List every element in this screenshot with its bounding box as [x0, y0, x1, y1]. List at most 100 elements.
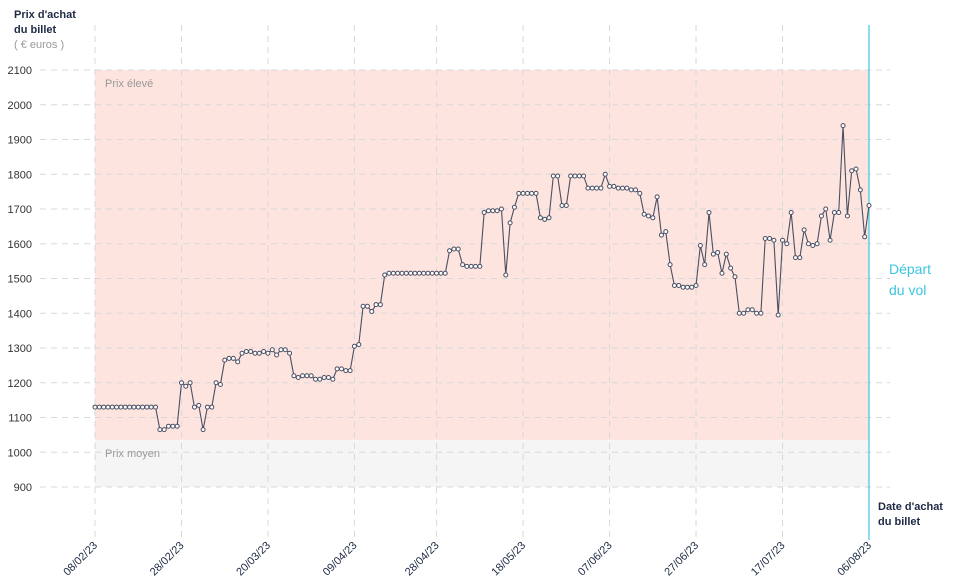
price-point: [300, 373, 306, 379]
price-point: [529, 190, 535, 196]
price-point: [174, 423, 180, 429]
y-tick-label: 1200: [8, 378, 32, 390]
price-point: [135, 404, 141, 410]
price-point: [827, 237, 833, 243]
price-point: [762, 236, 768, 242]
price-point: [369, 309, 375, 315]
price-point: [481, 209, 487, 215]
price-point: [252, 350, 258, 356]
price-point: [330, 376, 336, 382]
price-point: [442, 270, 448, 276]
price-point: [131, 404, 137, 410]
price-point: [291, 373, 297, 379]
x-tick-label: 07/06/23: [576, 540, 615, 579]
price-point: [680, 284, 686, 290]
price-point: [191, 404, 197, 410]
y-tick-label: 1600: [8, 239, 32, 251]
price-point: [92, 404, 98, 410]
price-point: [836, 209, 842, 215]
price-point: [434, 270, 440, 276]
price-point: [144, 404, 150, 410]
price-point: [118, 404, 124, 410]
price-point: [792, 255, 798, 261]
price-point: [377, 302, 383, 308]
x-tick-label: 28/02/23: [148, 540, 187, 579]
price-point: [122, 404, 128, 410]
price-point: [844, 213, 850, 219]
price-point: [416, 270, 422, 276]
price-point: [671, 282, 677, 288]
price-point: [676, 282, 682, 288]
price-point: [317, 376, 323, 382]
price-point: [620, 185, 626, 191]
x-tick-label: 27/06/23: [662, 540, 701, 579]
price-point: [127, 404, 133, 410]
price-point: [455, 246, 461, 252]
price-point: [485, 208, 491, 214]
price-point: [278, 347, 284, 353]
price-point: [537, 215, 543, 221]
price-point: [524, 190, 530, 196]
price-point: [222, 357, 228, 363]
price-point: [351, 343, 357, 349]
price-point: [287, 350, 293, 356]
price-point: [546, 215, 552, 221]
price-point: [269, 347, 275, 353]
y-axis-label: Prix d'achat: [14, 9, 76, 21]
price-point: [741, 310, 747, 316]
price-point: [589, 185, 595, 191]
price-point: [204, 404, 210, 410]
price-point: [460, 262, 466, 268]
price-point: [801, 227, 807, 233]
price-point: [732, 274, 738, 280]
price-point: [109, 404, 115, 410]
price-point: [542, 216, 548, 222]
price-point: [114, 404, 120, 410]
price-point: [209, 404, 215, 410]
y-tick-label: 1500: [8, 274, 32, 286]
price-point: [788, 209, 794, 215]
price-point: [421, 270, 427, 276]
price-point: [840, 123, 846, 129]
price-point: [555, 173, 561, 179]
price-point: [153, 404, 159, 410]
price-point: [581, 173, 587, 179]
price-point: [516, 190, 522, 196]
price-point: [723, 251, 729, 257]
price-point: [382, 272, 388, 278]
price-point: [684, 284, 690, 290]
price-point: [745, 307, 751, 313]
price-point: [468, 263, 474, 269]
x-axis-label: Date d'achat: [878, 501, 943, 513]
price-point: [710, 251, 716, 257]
price-point: [853, 166, 859, 172]
price-point: [503, 272, 509, 278]
price-point: [256, 350, 262, 356]
price-point: [101, 404, 107, 410]
price-point: [148, 404, 154, 410]
price-point: [637, 190, 643, 196]
price-point: [96, 404, 102, 410]
price-point: [230, 355, 236, 361]
price-point: [157, 427, 163, 433]
price-point: [304, 373, 310, 379]
y-axis-label: du billet: [14, 24, 57, 36]
y-tick-label: 1100: [8, 413, 32, 425]
price-point: [628, 187, 634, 193]
price-point: [447, 248, 453, 254]
price-point: [780, 237, 786, 243]
price-point: [849, 168, 855, 174]
price-point: [576, 173, 582, 179]
x-tick-label: 17/07/23: [749, 540, 788, 579]
price-point: [749, 307, 755, 313]
price-point: [261, 348, 267, 354]
y-tick-label: 1800: [8, 169, 32, 181]
price-point: [693, 282, 699, 288]
price-point: [213, 380, 219, 386]
y-tick-label: 900: [14, 482, 32, 494]
price-point: [645, 213, 651, 219]
price-point: [390, 270, 396, 276]
price-point: [771, 237, 777, 243]
y-tick-label: 2100: [8, 65, 32, 77]
bands: [95, 70, 869, 487]
